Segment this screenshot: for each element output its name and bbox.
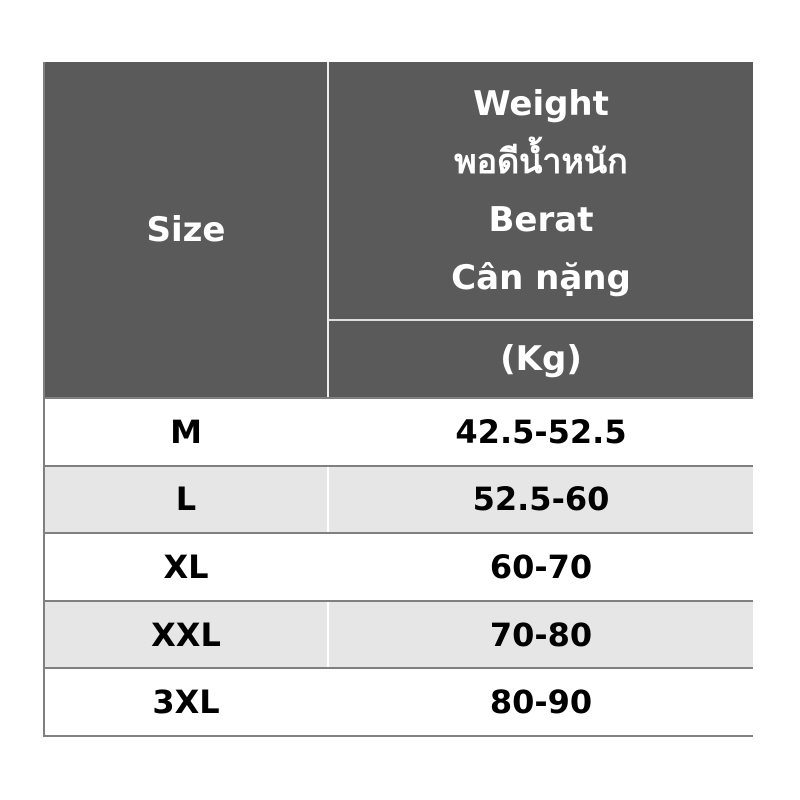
header-size: Size xyxy=(45,62,329,397)
header-weight-id: Berat xyxy=(488,199,594,240)
header-weight: Weight พอดีน้ำหนัก Berat Cân nặng xyxy=(329,62,753,321)
table-row: XXL 70-80 xyxy=(45,601,753,670)
table-header: Size Weight พอดีน้ำหนัก Berat Cân nặng (… xyxy=(45,62,753,399)
weight-cell: 70-80 xyxy=(489,615,593,654)
size-cell: XXL xyxy=(45,601,329,668)
table-row: 3XL 80-90 xyxy=(45,669,753,737)
table-row: L 52.5-60 xyxy=(45,466,753,535)
size-cell: XL xyxy=(45,534,329,600)
header-weight-en: Weight xyxy=(473,83,609,124)
size-cell: L xyxy=(45,466,329,533)
header-weight-vi: Cân nặng xyxy=(451,257,631,298)
table-row: XL 60-70 xyxy=(45,534,753,602)
size-chart-table: Size Weight พอดีน้ำหนัก Berat Cân nặng (… xyxy=(43,62,753,737)
size-cell: 3XL xyxy=(45,669,329,735)
size-cell: M xyxy=(45,399,329,465)
weight-cell: 52.5-60 xyxy=(472,480,610,519)
header-weight-th: พอดีน้ำหนัก xyxy=(454,141,628,182)
weight-cell: 60-70 xyxy=(489,547,593,586)
weight-cell: 80-90 xyxy=(489,683,593,722)
table-row: M 42.5-52.5 xyxy=(45,399,753,467)
header-unit: (Kg) xyxy=(500,339,582,379)
weight-cell: 42.5-52.5 xyxy=(455,412,627,451)
